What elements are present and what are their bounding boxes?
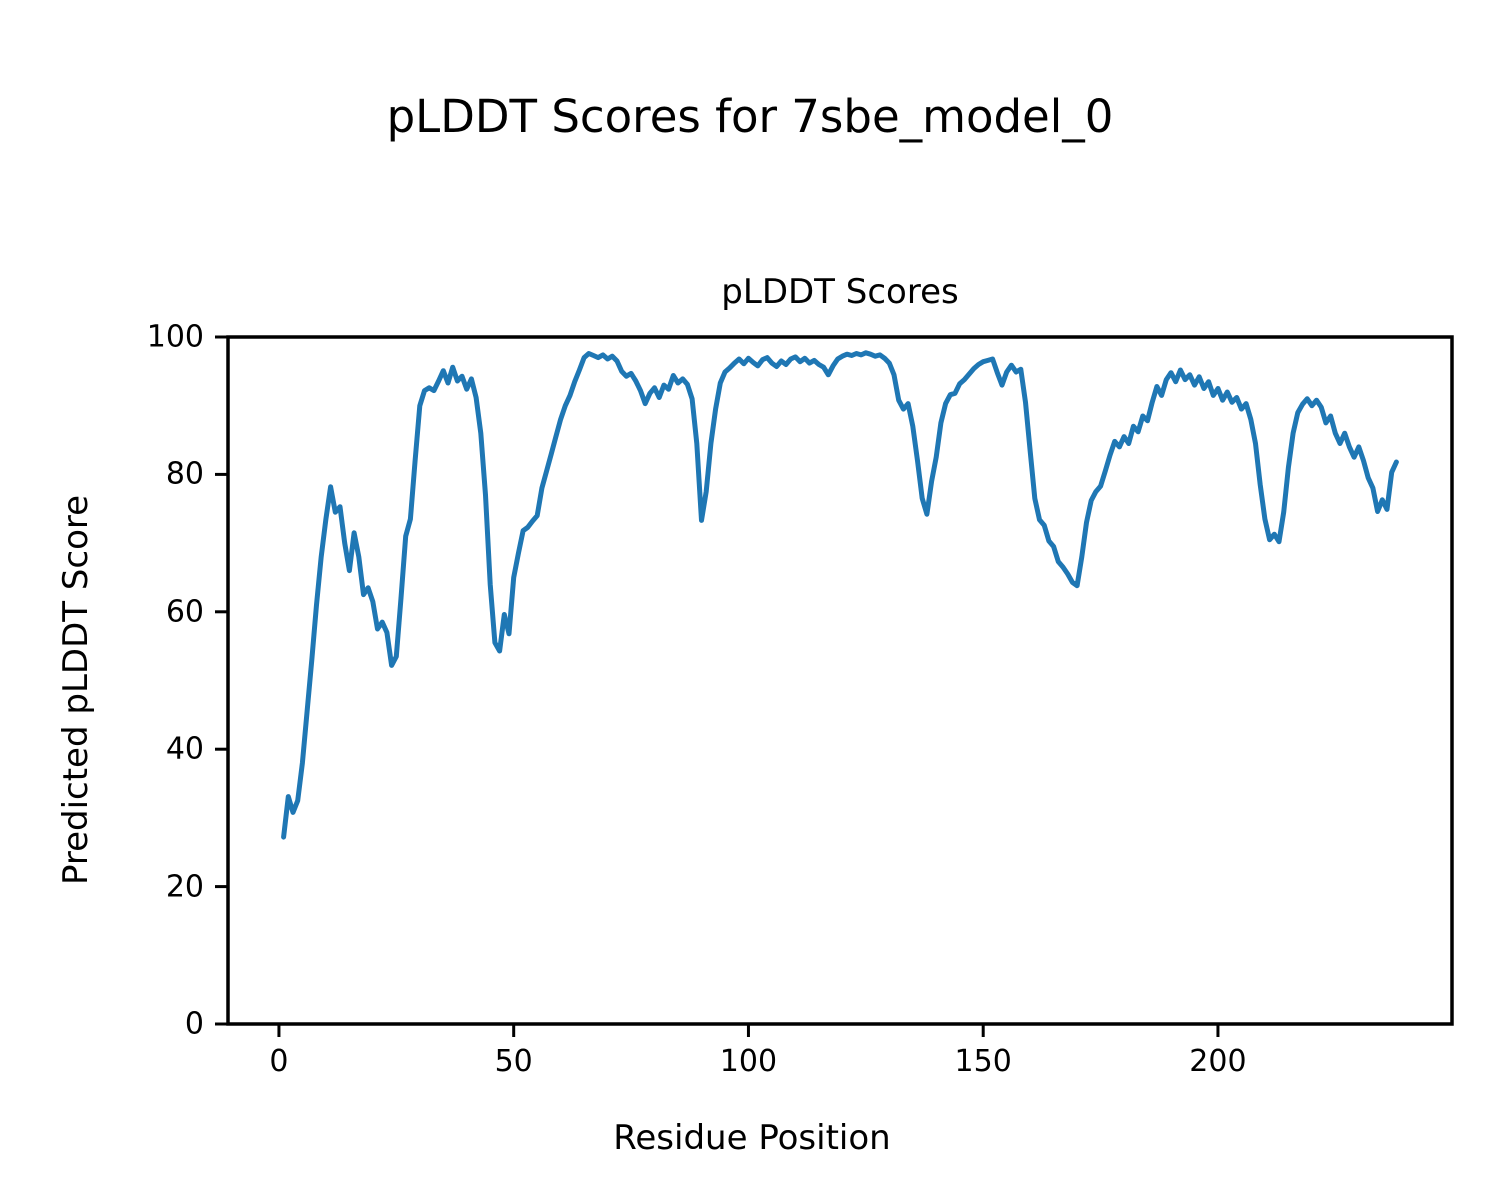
y-tick-label: 100 — [146, 319, 204, 355]
x-axis-label: Residue Position — [613, 1118, 891, 1158]
axes-title: pLDDT Scores — [721, 272, 959, 312]
y-tick-label: 20 — [165, 869, 204, 905]
x-tick-label: 0 — [269, 1044, 289, 1079]
x-tick-label: 150 — [954, 1044, 1012, 1079]
x-tick-label: 200 — [1189, 1044, 1247, 1079]
x-tick-label: 100 — [719, 1044, 778, 1079]
y-tick-label: 80 — [165, 456, 204, 492]
y-tick-label: 40 — [165, 731, 204, 767]
plot-frame — [226, 335, 1454, 1026]
plddt-line — [281, 350, 1399, 840]
y-tick-label: 60 — [165, 594, 204, 630]
tick-marks — [215, 335, 1220, 1037]
figure-title: pLDDT Scores for 7sbe_model_0 — [386, 90, 1114, 143]
y-tick-label: 0 — [184, 1006, 204, 1042]
x-tick-label: 50 — [494, 1044, 533, 1079]
